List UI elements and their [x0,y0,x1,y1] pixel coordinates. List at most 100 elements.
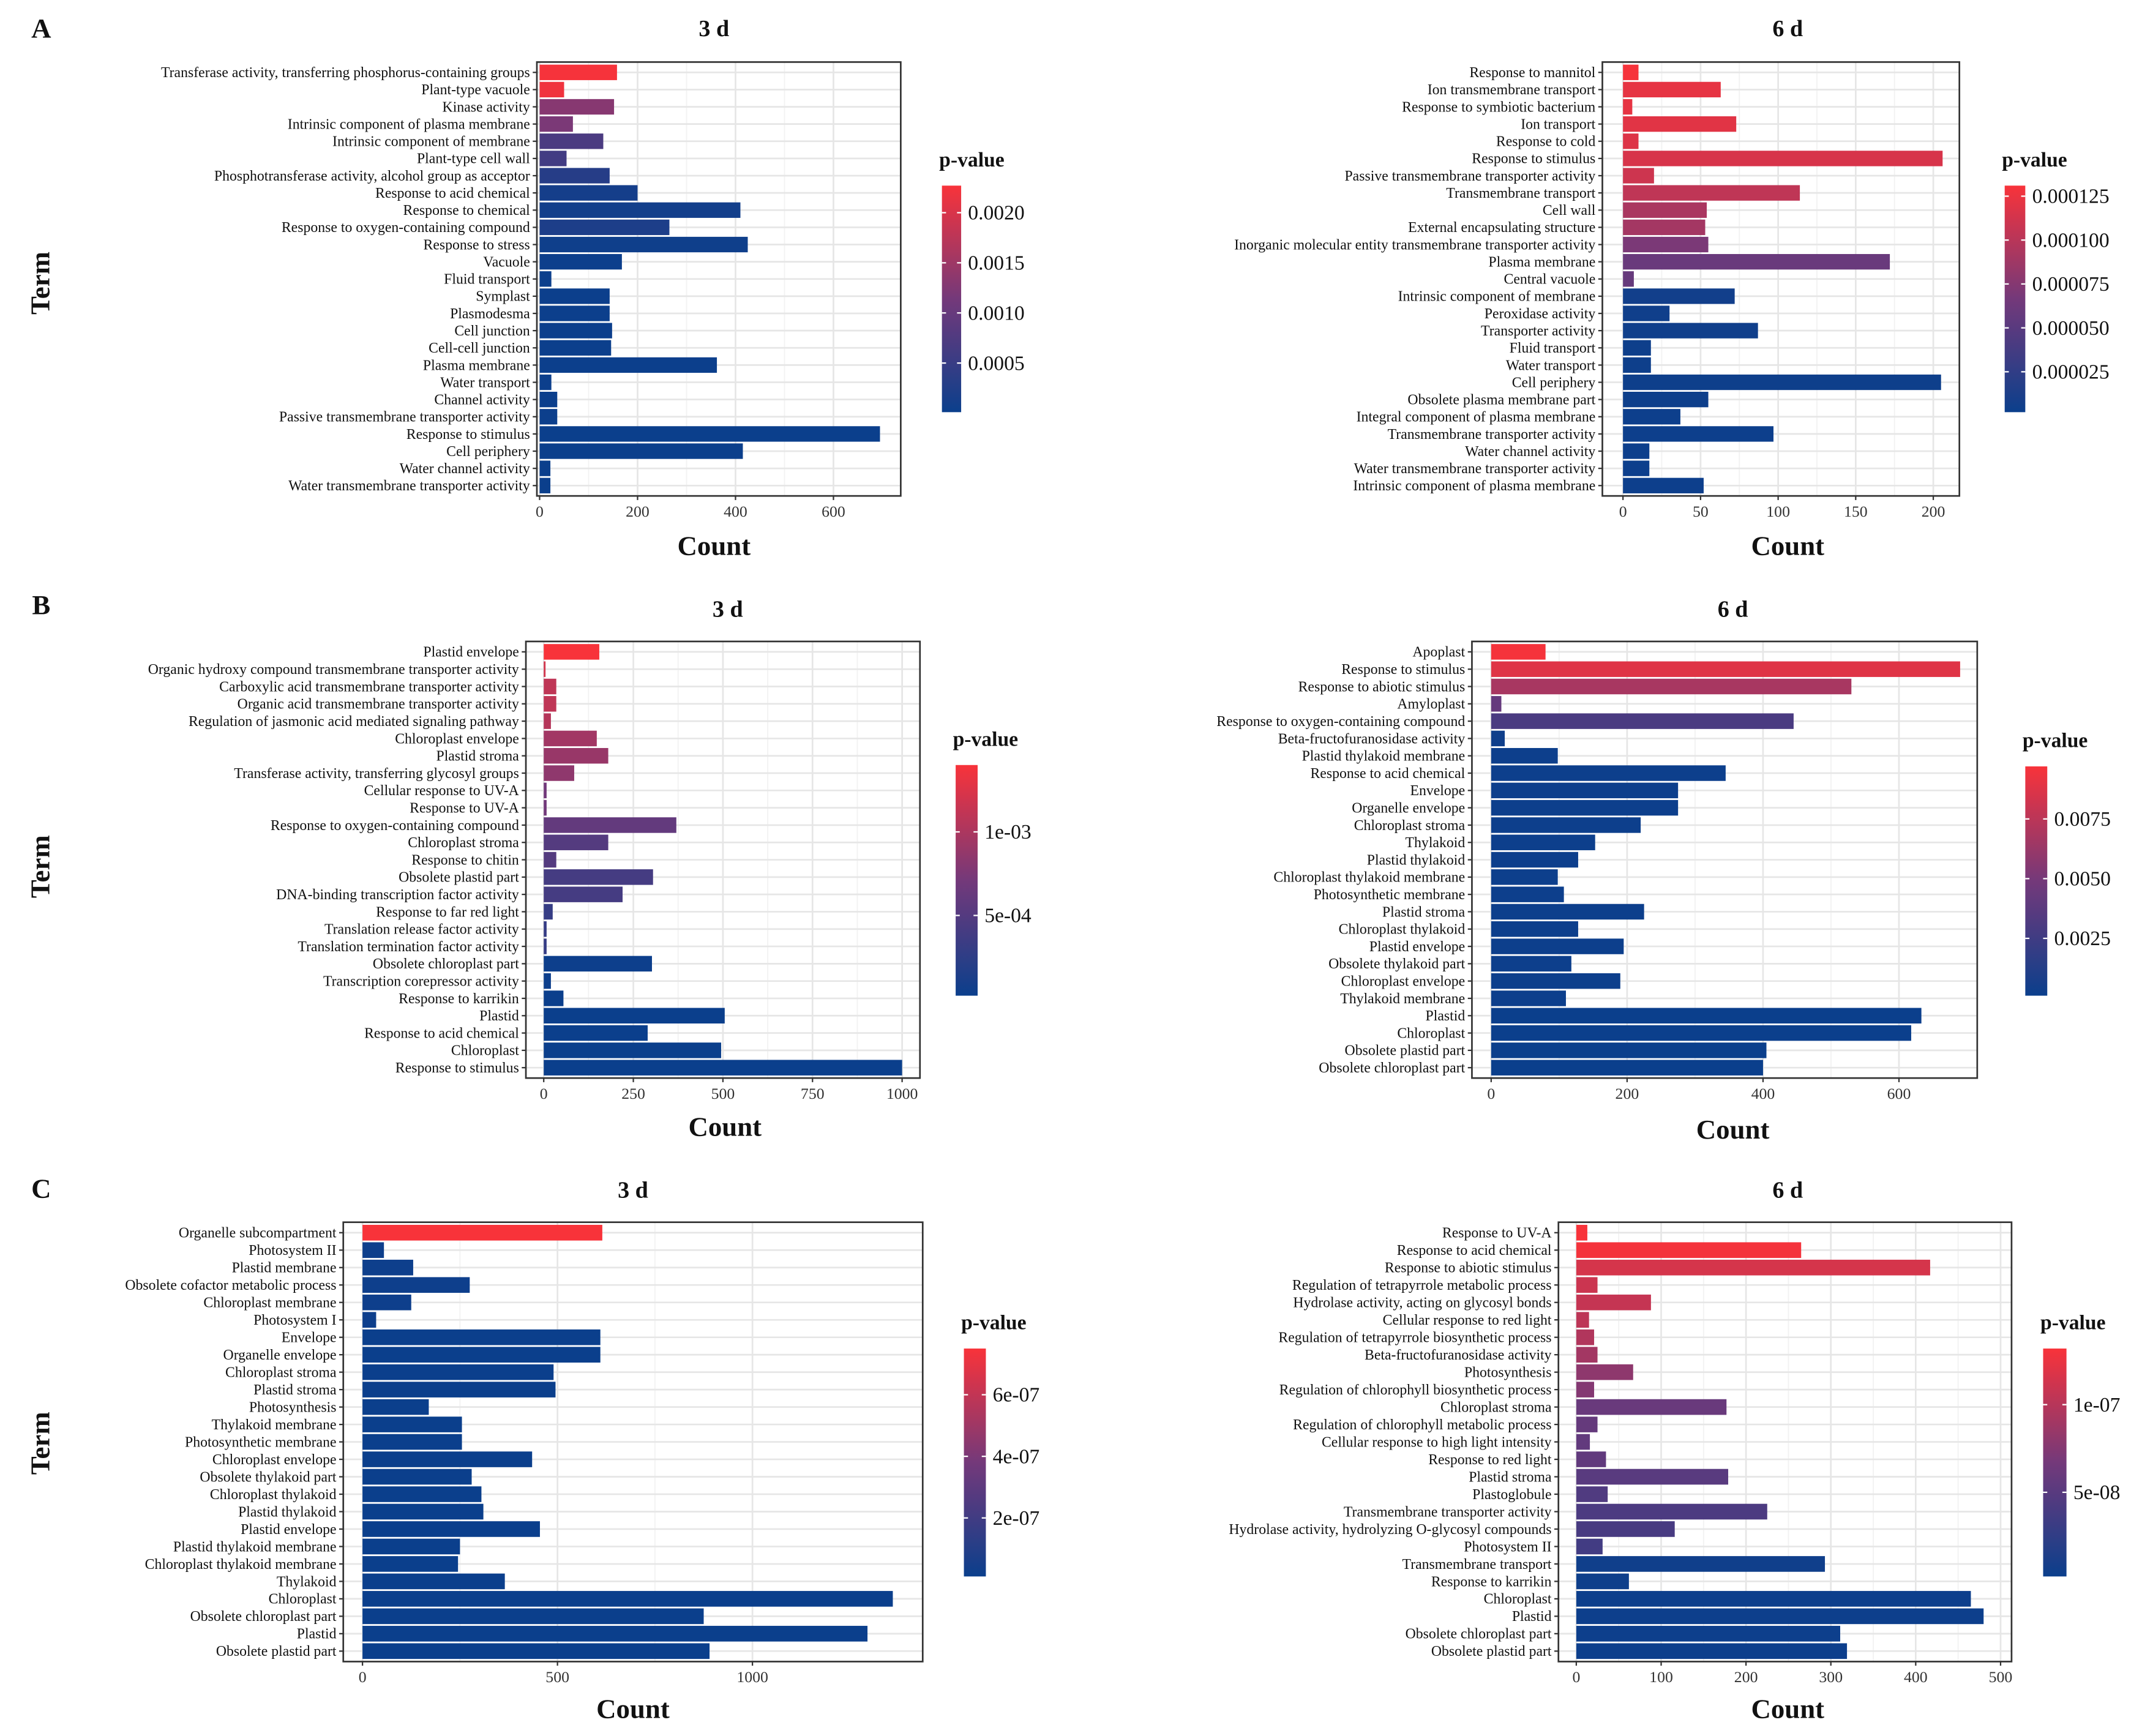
category-label: Thylakoid [1406,835,1466,851]
category-label: Thylakoid membrane [1340,991,1465,1007]
bar [1623,477,1704,493]
category-label: Response to acid chemical [375,185,530,201]
bar [544,644,599,660]
plot-frame [342,1221,924,1663]
legend-title: p-value [2023,730,2088,752]
bar [544,990,564,1006]
category-label: Chloroplast envelope [1341,974,1466,990]
bar [539,288,610,304]
bar [1623,151,1943,166]
x-tick-label: 500 [711,1085,735,1102]
category-label: Transmembrane transport [1446,185,1595,201]
bar [544,696,556,712]
bar [1491,990,1566,1006]
plot-frame [1471,640,1979,1079]
legend-tick-label: 0.0025 [2054,927,2110,950]
bar [362,1556,459,1572]
bar [1623,64,1639,80]
bar [1623,460,1650,476]
bar [1491,799,1679,816]
category-label: Plant-type vacuole [421,82,530,98]
category-label: Chloroplast stroma [1354,818,1466,834]
bar [1491,782,1679,799]
bar [1491,938,1624,954]
bar [544,747,609,764]
bar [362,1434,462,1450]
category-label: Plastid stroma [1382,904,1466,920]
category-label: Photosynthetic membrane [185,1434,337,1450]
bar [544,817,676,833]
bar [539,426,880,442]
category-label: Plastid [479,1008,519,1024]
category-label: Response to oxygen-containing compound [271,818,519,834]
bar [362,1538,460,1555]
category-label: Organic hydroxy compound transmembrane t… [148,662,519,678]
color-scale-bar [956,765,978,996]
bar [539,340,612,356]
y-axis-label: Term [25,252,56,315]
x-tick-label: 250 [621,1085,645,1102]
bar [1623,253,1890,270]
category-label: Chloroplast stroma [1440,1399,1552,1415]
bar [1576,1224,1587,1241]
bar [1576,1416,1598,1432]
category-label: Response to oxygen-containing compound [282,220,530,236]
category-label: Thylakoid membrane [212,1417,337,1433]
x-tick-label: 600 [1887,1085,1911,1102]
chart-panel-4: 0 500 1000 Organelle subcompartment Photosys… [25,1173,1039,1724]
bar [1623,168,1654,184]
category-label: Response to red light [1428,1452,1552,1468]
bar [1576,1277,1598,1293]
bar [1623,374,1941,391]
bar [1623,443,1650,459]
category-label: Envelope [1410,783,1465,799]
category-label: Transmembrane transport [1402,1557,1552,1573]
category-label: Cell junction [454,323,530,339]
category-label: Obsolete plastid part [1345,1043,1466,1059]
chart-title: 6 d [1718,597,1748,623]
category-label: Envelope [282,1330,337,1346]
bar [539,409,558,425]
bar [1623,99,1633,115]
category-label: Response to oxygen-containing compound [1216,714,1465,730]
category-label: Intrinsic component of plasma membrane [288,116,530,132]
bar [1623,81,1721,98]
bar [544,869,653,885]
bar [1491,973,1620,989]
bar [544,1025,648,1041]
category-label: Photosystem I [253,1312,336,1328]
category-label: Transporter activity [1481,323,1595,339]
bar [539,168,610,184]
category-label: Beta-fructofuranosidase activity [1278,731,1466,747]
category-label: Cellular response to UV-A [364,783,519,799]
panel-letter: C [31,1173,51,1203]
x-tick-label: 100 [1649,1668,1673,1686]
category-label: Transferase activity, transferring phosp… [161,65,530,81]
category-label: Organelle subcompartment [179,1225,337,1241]
legend-tick-label: 0.000125 [2032,185,2110,208]
legend-tick-label: 0.000100 [2032,229,2110,252]
bar [1491,644,1546,660]
x-tick-label: 0 [540,1085,548,1102]
bar [539,253,622,270]
category-label: Cell periphery [446,444,530,460]
legend-tick-label: 0.000025 [2032,361,2110,384]
category-label: Water transmembrane transporter activity [1354,461,1596,477]
bar [1623,219,1706,236]
color-scale-bar [2004,185,2026,413]
category-label: Water transport [440,375,530,391]
bar [539,64,617,80]
category-label: Chloroplast thylakoid membrane [145,1557,337,1573]
bar [1576,1486,1608,1502]
bar [544,834,609,850]
category-label: Water transport [1506,357,1596,373]
category-label: Plasma membrane [423,357,530,373]
color-scale-bar [964,1349,986,1577]
bar [1623,323,1758,339]
x-tick-label: 600 [822,503,845,520]
x-tick-label: 400 [1751,1085,1775,1102]
bar [1491,661,1960,677]
category-label: Regulation of jasmonic acid mediated sig… [189,714,519,730]
category-label: Chloroplast envelope [212,1452,337,1468]
